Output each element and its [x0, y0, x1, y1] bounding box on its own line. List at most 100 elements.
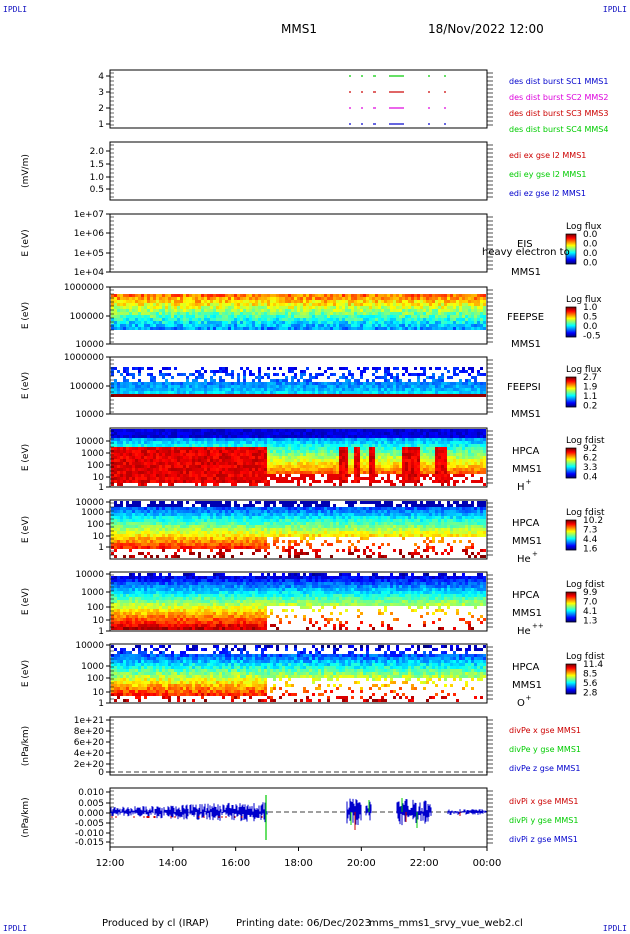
- spectrogram-cell: [294, 294, 297, 297]
- spectrogram-cell: [441, 379, 444, 382]
- spectrogram-cell: [126, 444, 129, 447]
- spectrogram-cell: [444, 385, 447, 388]
- spectrogram-cell: [405, 447, 408, 450]
- spectrogram-cell: [426, 327, 429, 330]
- spectrogram-cell: [324, 441, 327, 444]
- spectrogram-cell: [249, 459, 252, 462]
- spectrogram-cell: [147, 435, 150, 438]
- spectrogram-cell: [252, 480, 255, 483]
- spectrogram-cell: [237, 324, 240, 327]
- colorbar-tick-label: 0.4: [583, 473, 598, 483]
- spectrogram-cell: [450, 432, 453, 435]
- spectrogram-cell: [420, 435, 423, 438]
- spectrogram-cell: [303, 465, 306, 468]
- colorbar-step: [566, 461, 576, 463]
- spectrogram-cell: [210, 394, 213, 397]
- spectrogram-cell: [141, 327, 144, 330]
- spectrogram-cell: [468, 373, 471, 376]
- spectrogram-cell: [357, 435, 360, 438]
- legend-entry: edi ez gse l2 MMS1: [509, 189, 586, 198]
- spectrogram-cell: [285, 471, 288, 474]
- spectrogram-cell: [480, 306, 483, 309]
- spectrogram-cell: [363, 444, 366, 447]
- spectrogram-cell: [177, 450, 180, 453]
- spectrogram-cell: [171, 462, 174, 465]
- spectrogram-cell: [480, 300, 483, 303]
- spectrogram-cell: [231, 438, 234, 441]
- spectrogram-cell: [480, 432, 483, 435]
- spectrogram-cell: [417, 474, 420, 477]
- spectrogram-cell: [324, 435, 327, 438]
- spectrogram-cell: [258, 462, 261, 465]
- spectrogram-cell: [264, 309, 267, 312]
- spectrogram-cell: [279, 379, 282, 382]
- spectrogram-cell: [195, 327, 198, 330]
- spectrogram-cell: [207, 453, 210, 456]
- spectrogram-cell: [117, 468, 120, 471]
- y-tick-label: 1e+07: [74, 210, 104, 220]
- y-tick-label: 2.0: [90, 147, 105, 157]
- spectrogram-cell: [312, 468, 315, 471]
- y-tick-label: 10000: [75, 437, 104, 447]
- spectrogram-cell: [219, 388, 222, 391]
- spectrogram-cell: [282, 306, 285, 309]
- spectrogram-cell: [411, 435, 414, 438]
- spectrogram-cell: [336, 468, 339, 471]
- spectrogram-cell: [213, 441, 216, 444]
- spectrogram-cell: [189, 303, 192, 306]
- spectrogram-cell: [285, 297, 288, 300]
- spectrogram-cell: [132, 456, 135, 459]
- spectrogram-cell: [273, 432, 276, 435]
- spectrogram-cell: [357, 429, 360, 432]
- colorbar-step: [566, 238, 576, 240]
- spectrogram-cell: [345, 376, 348, 379]
- spectrogram-cell: [225, 300, 228, 303]
- spectrogram-cell: [456, 367, 459, 370]
- spectrogram-cell: [318, 391, 321, 394]
- spectrogram-cell: [270, 327, 273, 330]
- spectrogram-cell: [207, 297, 210, 300]
- spectrogram-cell: [447, 441, 450, 444]
- spectrogram-cell: [396, 379, 399, 382]
- spectrogram-cell: [342, 294, 345, 297]
- colorbar-step: [566, 381, 576, 383]
- spectrogram-cell: [177, 297, 180, 300]
- spectrogram-cell: [111, 453, 114, 456]
- spectrogram-cell: [408, 385, 411, 388]
- spectrogram-cell: [168, 441, 171, 444]
- spectrogram-cell: [246, 453, 249, 456]
- spectrogram-cell: [447, 432, 450, 435]
- spectrogram-cell: [255, 306, 258, 309]
- spectrogram-cell: [462, 303, 465, 306]
- spectrogram-cell: [159, 388, 162, 391]
- spectrogram-cell: [267, 367, 270, 370]
- spectrogram-cell: [315, 391, 318, 394]
- spectrogram-cell: [159, 312, 162, 315]
- spectrogram-cell: [453, 456, 456, 459]
- colorbar-step: [566, 311, 576, 313]
- spectrogram-cell: [375, 315, 378, 318]
- spectrogram-cell: [285, 376, 288, 379]
- spectrogram-cell: [354, 453, 357, 456]
- spectrogram-cell: [309, 327, 312, 330]
- spectrogram-cell: [177, 318, 180, 321]
- spectrogram-cell: [180, 382, 183, 385]
- spectrogram-cell: [222, 441, 225, 444]
- spectrogram-cell: [480, 324, 483, 327]
- spectrogram-cell: [168, 312, 171, 315]
- spectrogram-cell: [321, 447, 324, 450]
- spectrogram-cell: [171, 324, 174, 327]
- spectrogram-cell: [408, 468, 411, 471]
- spectrogram-cell: [339, 456, 342, 459]
- spectrogram-cell: [237, 391, 240, 394]
- spectrogram-cell: [372, 444, 375, 447]
- spectrogram-cell: [186, 382, 189, 385]
- spectrogram-cell: [429, 435, 432, 438]
- spectrogram-cell: [207, 327, 210, 330]
- spectrogram-cell: [126, 394, 129, 397]
- spectrogram-cell: [210, 379, 213, 382]
- spectrogram-cell: [231, 315, 234, 318]
- spectrogram-cell: [192, 318, 195, 321]
- spectrogram-cell: [318, 435, 321, 438]
- spectrogram-cell: [186, 306, 189, 309]
